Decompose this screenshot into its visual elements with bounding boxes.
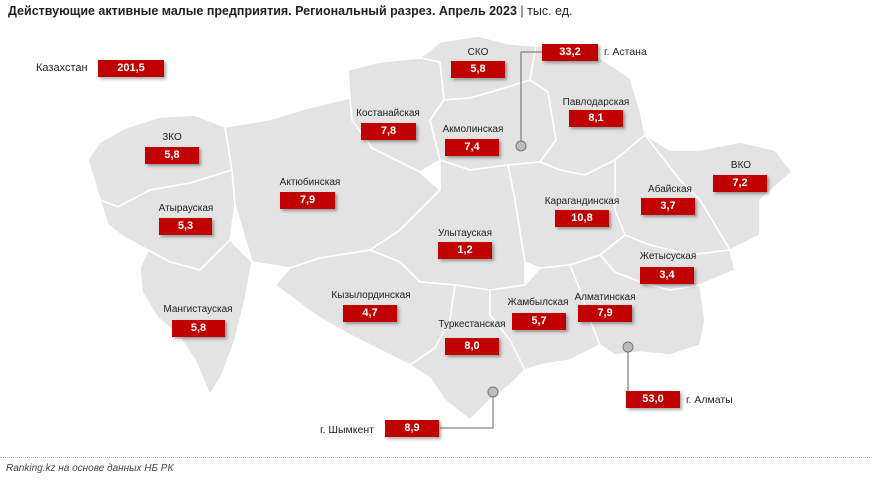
title-text: Действующие активные малые предприятия. … [8, 4, 517, 18]
region-label-zhetysu: Жетысуская [639, 251, 697, 262]
region-label-zko: ЗКО [162, 132, 182, 143]
region-value-kostanay: 7,8 [361, 123, 416, 140]
astana-marker-icon [515, 140, 527, 152]
region-shape-mangystau [139, 239, 253, 396]
region-label-kostanay: Костанайская [356, 108, 420, 119]
almaty-marker-icon [622, 341, 634, 353]
source-footnote: Ranking.kz на основе данных НБ РК [6, 463, 174, 474]
region-value-almaty: 7,9 [578, 305, 632, 322]
region-value-vko: 7,2 [713, 175, 767, 192]
region-value-abay: 3,7 [641, 198, 695, 215]
region-shape-aktobe [224, 97, 441, 269]
region-value-turkestan: 8,0 [445, 338, 499, 355]
shymkent-marker-icon [487, 386, 499, 398]
region-label-sko: СКО [467, 47, 489, 58]
region-label-vko: ВКО [730, 160, 752, 171]
chart-title: Действующие активные малые предприятия. … [8, 4, 573, 18]
region-shape-almaty [569, 254, 706, 356]
city-label-astana: г. Астана [604, 46, 647, 58]
region-label-turkestan: Туркестанская [438, 319, 506, 330]
region-value-zhetysu: 3,4 [640, 267, 694, 284]
region-label-almaty: Алматинская [574, 292, 636, 303]
region-value-pavlodar: 8,1 [569, 110, 623, 127]
region-label-kyzylorda: Кызылординская [331, 290, 411, 301]
country-label: Казахстан [36, 62, 88, 74]
region-value-aktobe: 7,9 [280, 192, 335, 209]
shymkent-connector [440, 397, 494, 429]
region-label-zhambyl: Жамбылская [507, 297, 569, 308]
region-value-kyzylorda: 4,7 [343, 305, 397, 322]
region-value-ulytau: 1,2 [438, 242, 492, 259]
region-label-karaganda: Карагандинская [544, 196, 620, 207]
city-label-almaty: г. Алматы [686, 394, 733, 406]
city-value-almaty: 53,0 [626, 391, 680, 408]
region-value-atyrau: 5,3 [159, 218, 212, 235]
region-label-pavlodar: Павлодарская [562, 97, 630, 108]
astana-connector [520, 51, 542, 141]
region-value-akmola: 7,4 [445, 139, 499, 156]
region-label-abay: Абайская [648, 184, 692, 195]
region-label-ulytau: Улытауская [437, 228, 493, 239]
title-separator: | [520, 4, 524, 18]
region-label-mangystau: Мангистауская [163, 304, 233, 315]
country-value: 201,5 [98, 60, 164, 77]
region-value-zhambyl: 5,7 [512, 313, 566, 330]
region-label-atyrau: Атырауская [158, 203, 214, 214]
region-value-karaganda: 10,8 [555, 210, 609, 227]
region-value-mangystau: 5,8 [172, 320, 225, 337]
city-label-shymkent: г. Шымкент [320, 424, 374, 436]
region-label-aktobe: Актюбинская [279, 177, 341, 188]
footer-divider [0, 457, 872, 458]
city-value-shymkent: 8,9 [385, 420, 439, 437]
city-value-astana: 33,2 [542, 44, 598, 61]
title-unit: тыс. ед. [527, 4, 573, 18]
region-value-sko: 5,8 [451, 61, 505, 78]
region-value-zko: 5,8 [145, 147, 199, 164]
region-label-akmola: Акмолинская [442, 124, 504, 135]
